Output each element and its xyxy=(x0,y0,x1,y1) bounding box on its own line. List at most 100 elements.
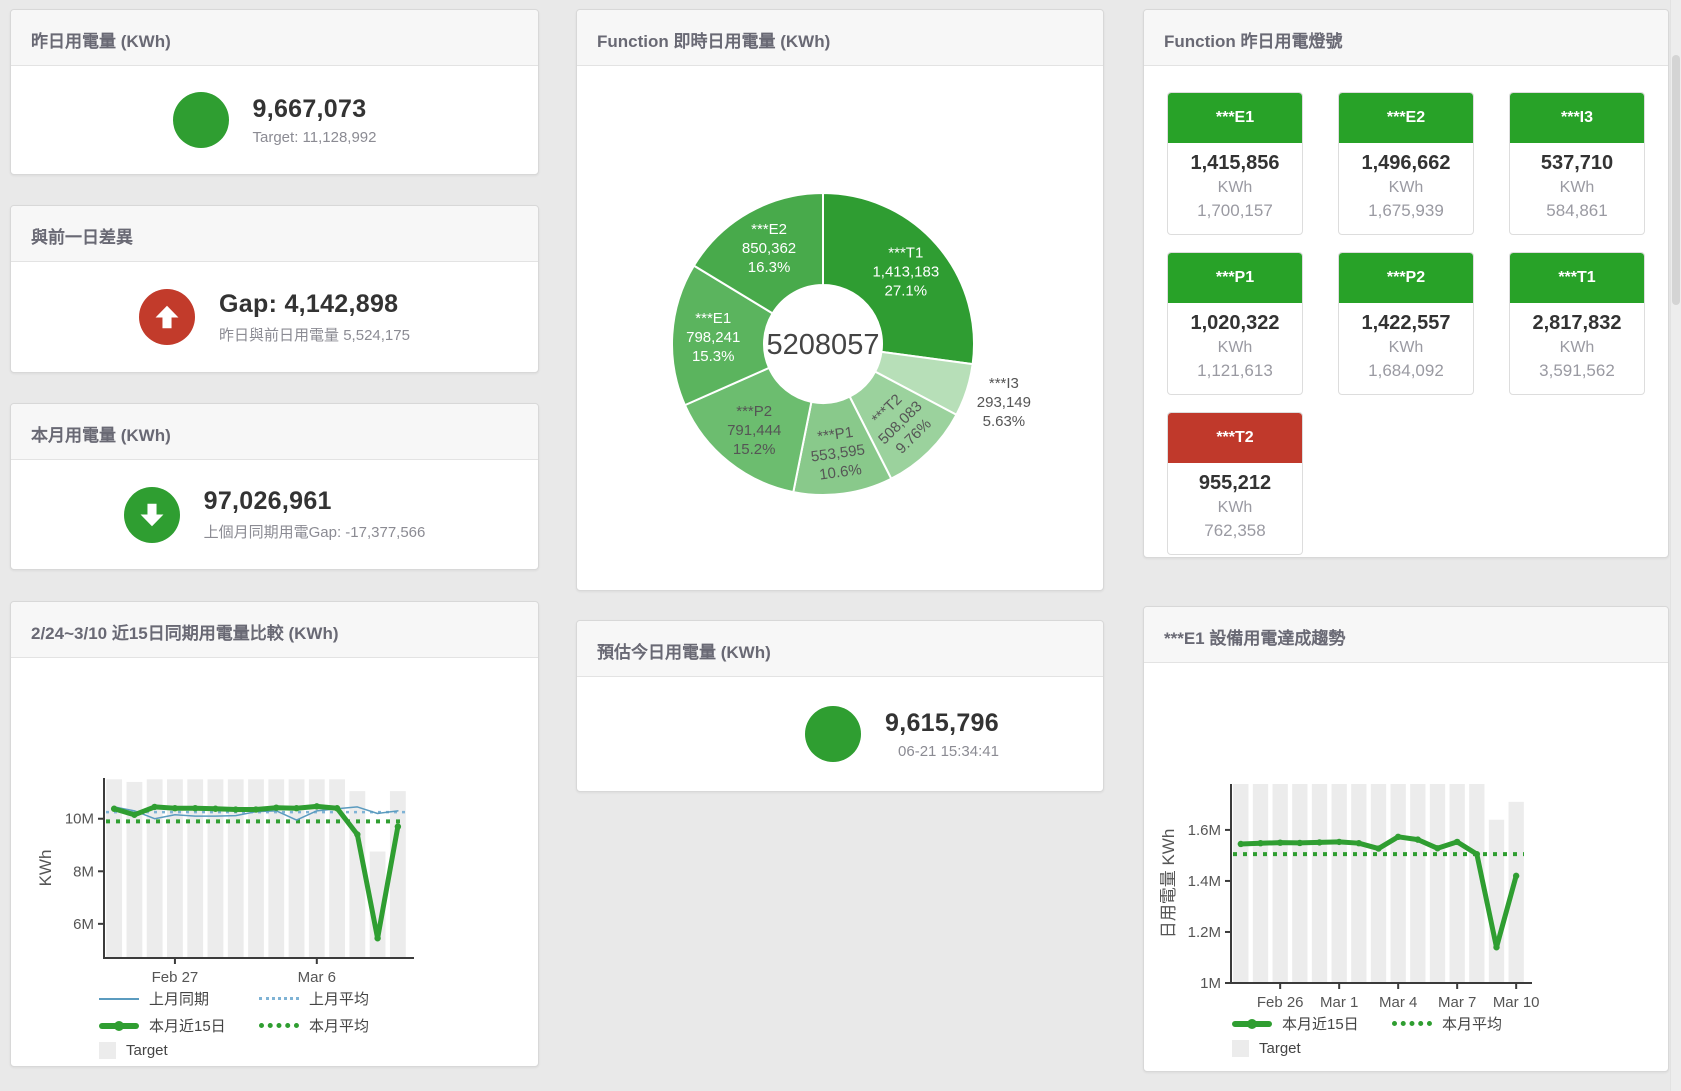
svg-text:10M: 10M xyxy=(65,811,94,828)
tile-value: 955,212 xyxy=(1198,472,1272,494)
green-line-marker xyxy=(99,1020,139,1031)
svg-text:Feb 26: Feb 26 xyxy=(1257,994,1304,1011)
panel-realtime-donut: Function 即時日用電量 (KWh) ***T1 1,413,183 27.1… xyxy=(576,9,1104,591)
svg-text:Mar 10: Mar 10 xyxy=(1493,994,1540,1011)
legend-item-target[interactable]: Target xyxy=(1232,1040,1392,1057)
stat-value: Gap: 4,142,898 xyxy=(219,289,399,318)
svg-text:Feb 27: Feb 27 xyxy=(152,969,199,986)
status-tile-p1: ***P1 1,020,322 KWh 1,121,613 xyxy=(1167,252,1303,395)
panel-forecast: 預估今日用電量 (KWh) 9,615,796 06-21 15:34:41 xyxy=(576,620,1104,792)
svg-text:Mar 1: Mar 1 xyxy=(1320,994,1358,1011)
legend-item-last-month-avg[interactable]: 上月平均 xyxy=(259,988,419,1009)
compare-legend: 上月同期 上月平均 本月近15日 本月平均 Target xyxy=(99,988,419,1059)
arrow-down-circle xyxy=(123,486,180,543)
svg-text:1.2M: 1.2M xyxy=(1188,924,1221,941)
panel-title: ***E1 設備用電達成趨勢 xyxy=(1144,607,1668,663)
tile-label: ***E2 xyxy=(1339,93,1473,143)
scrollbar-track[interactable] xyxy=(1670,0,1681,1091)
stat-block: 9,615,796 06-21 15:34:41 xyxy=(885,709,999,760)
trend-legend: 本月近15日 本月平均 Target xyxy=(1232,1013,1552,1057)
legend-label: 本月近15日 xyxy=(149,1018,226,1035)
stat-subtitle: 上個月同期用電Gap: -17,377,566 xyxy=(203,524,426,541)
tile-unit: KWh xyxy=(1559,339,1595,356)
blue-line-marker xyxy=(99,997,139,1000)
svg-text:***P1553,59510.6%: ***P1553,59510.6% xyxy=(807,423,868,485)
panel-title: Function 昨日用電燈號 xyxy=(1144,10,1668,66)
legend-label: 本月近15日 xyxy=(1282,1016,1359,1033)
tile-target: 1,675,939 xyxy=(1368,201,1444,220)
panel-title: 與前一日差異 xyxy=(11,206,538,262)
svg-text:5208057: 5208057 xyxy=(767,329,880,361)
svg-text:6M: 6M xyxy=(73,916,94,933)
status-tile-t1: ***T1 2,817,832 KWh 3,591,562 xyxy=(1509,252,1645,395)
tile-target: 1,700,157 xyxy=(1197,201,1273,220)
tile-target: 3,591,562 xyxy=(1539,361,1615,380)
tile-label: ***T1 xyxy=(1510,253,1644,303)
green-dotted-marker xyxy=(259,1023,299,1028)
legend-label: 本月平均 xyxy=(309,1018,370,1035)
arrow-down-icon xyxy=(140,503,164,526)
panel-title: Function 即時日用電量 (KWh) xyxy=(577,10,1103,66)
status-tile-p2: ***P2 1,422,557 KWh 1,684,092 xyxy=(1338,252,1474,395)
tile-unit: KWh xyxy=(1217,339,1253,356)
panel-title: 2/24~3/10 近15日同期用電量比較 (KWh) xyxy=(11,602,538,658)
panel-e1-trend: ***E1 設備用電達成趨勢 1M 1.2M 1.4M 1.6M Feb 26 Mar 1… xyxy=(1143,606,1669,1072)
stat-value: 9,615,796 xyxy=(885,708,999,737)
legend-item-target[interactable]: Target xyxy=(99,1042,259,1059)
svg-text:1.4M: 1.4M xyxy=(1188,873,1221,890)
svg-text:日用電量 KWh: 日用電量 KWh xyxy=(1159,829,1178,939)
gray-square-marker xyxy=(1232,1040,1249,1057)
tile-target: 1,684,092 xyxy=(1368,361,1444,380)
status-tile-e2: ***E2 1,496,662 KWh 1,675,939 xyxy=(1338,92,1474,235)
tile-value: 1,422,557 xyxy=(1361,312,1451,334)
gray-square-marker xyxy=(99,1042,116,1059)
status-circle-green xyxy=(172,92,229,148)
tile-label: ***P1 xyxy=(1168,253,1302,303)
tile-value: 537,710 xyxy=(1540,152,1614,174)
status-tile-i3: ***I3 537,710 KWh 584,861 xyxy=(1509,92,1645,235)
tile-value: 1,496,662 xyxy=(1361,152,1451,174)
status-tile-t2: ***T2 955,212 KWh 762,358 xyxy=(1167,412,1303,555)
tile-target: 762,358 xyxy=(1204,521,1266,540)
panel-title: 昨日用電量 (KWh) xyxy=(11,10,538,66)
panel-compare-chart: 2/24~3/10 近15日同期用電量比較 (KWh) 6M 8M 10M Feb 2… xyxy=(10,601,539,1067)
legend-label: Target xyxy=(126,1042,168,1059)
tile-value: 1,020,322 xyxy=(1190,312,1280,334)
tile-grid: ***E1 1,415,856 KWh 1,700,157 ***E2 1,49… xyxy=(1144,66,1668,555)
stat-timestamp: 06-21 15:34:41 xyxy=(898,742,999,760)
svg-text:1.6M: 1.6M xyxy=(1188,822,1221,839)
svg-text:Mar 7: Mar 7 xyxy=(1438,994,1476,1011)
panel-status-lights: Function 昨日用電燈號 ***E1 1,415,856 KWh 1,70… xyxy=(1143,9,1669,558)
panel-title: 預估今日用電量 (KWh) xyxy=(577,621,1103,677)
trend-chart: 1M 1.2M 1.4M 1.6M Feb 26 Mar 1 Mar 4 Mar 7 Mar 1… xyxy=(1159,784,1540,1011)
tile-unit: KWh xyxy=(1559,179,1595,196)
stat-subtitle: 昨日與前日用電量 5,524,175 xyxy=(219,326,410,344)
scrollbar-thumb[interactable] xyxy=(1672,55,1680,305)
stat-value: 9,667,073 xyxy=(252,94,367,123)
status-circle-green xyxy=(805,706,862,762)
stat-block: 9,667,073 Target: 11,128,992 xyxy=(253,95,377,146)
tile-target: 584,861 xyxy=(1546,201,1608,220)
legend-item-this-month[interactable]: 本月近15日 xyxy=(99,1015,259,1036)
panel-month-usage: 本月用電量 (KWh) 97,026,961 上個月同期用電Gap: -17,3… xyxy=(10,403,539,570)
legend-item-this-month[interactable]: 本月近15日 xyxy=(1232,1013,1392,1034)
tile-unit: KWh xyxy=(1388,339,1424,356)
panel-day-gap: 與前一日差異 Gap: 4,142,898 昨日與前日用電量 5,524,175 xyxy=(10,205,539,373)
legend-item-last-month[interactable]: 上月同期 xyxy=(99,988,259,1009)
green-dotted-marker xyxy=(1392,1021,1432,1026)
tile-value: 1,415,856 xyxy=(1190,152,1280,174)
legend-item-this-month-avg[interactable]: 本月平均 xyxy=(259,1015,419,1036)
tile-value: 2,817,832 xyxy=(1532,312,1622,334)
legend-item-this-month-avg[interactable]: 本月平均 xyxy=(1392,1013,1552,1034)
tile-unit: KWh xyxy=(1217,499,1253,516)
legend-label: Target xyxy=(1259,1040,1301,1057)
status-tile-e1: ***E1 1,415,856 KWh 1,700,157 xyxy=(1167,92,1303,235)
legend-label: 上月同期 xyxy=(149,991,210,1008)
arrow-up-icon xyxy=(155,305,179,329)
tile-label: ***T2 xyxy=(1168,413,1302,463)
compare-chart: 6M 8M 10M Feb 27 Mar 6 KWh xyxy=(36,778,414,986)
